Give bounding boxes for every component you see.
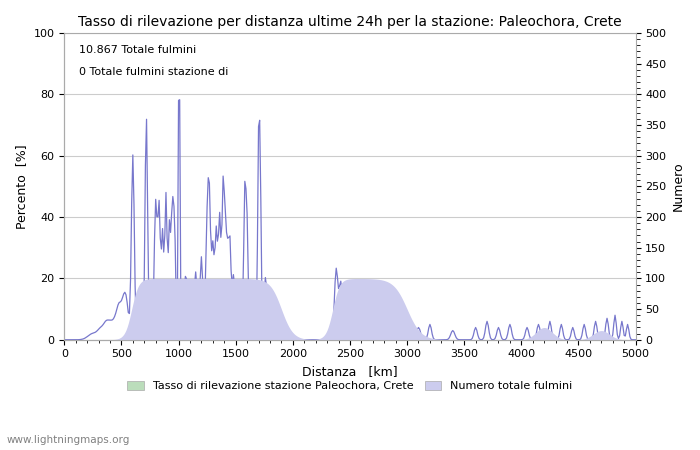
Y-axis label: Numero: Numero <box>672 162 685 211</box>
Text: 10.867 Totale fulmini: 10.867 Totale fulmini <box>78 45 196 55</box>
Text: 0 Totale fulmini stazione di: 0 Totale fulmini stazione di <box>78 67 228 76</box>
Text: www.lightningmaps.org: www.lightningmaps.org <box>7 435 130 445</box>
Title: Tasso di rilevazione per distanza ultime 24h per la stazione: Paleochora, Crete: Tasso di rilevazione per distanza ultime… <box>78 15 622 29</box>
Y-axis label: Percento  [%]: Percento [%] <box>15 144 28 229</box>
X-axis label: Distanza   [km]: Distanza [km] <box>302 365 398 378</box>
Legend: Tasso di rilevazione stazione Paleochora, Crete, Numero totale fulmini: Tasso di rilevazione stazione Paleochora… <box>123 376 577 396</box>
